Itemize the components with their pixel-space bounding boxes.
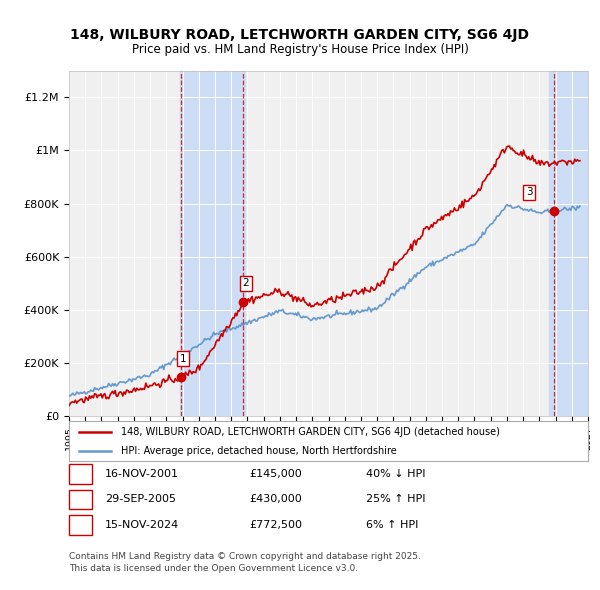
Text: £430,000: £430,000 <box>249 494 302 504</box>
Text: 2: 2 <box>77 494 84 504</box>
Text: 148, WILBURY ROAD, LETCHWORTH GARDEN CITY, SG6 4JD: 148, WILBURY ROAD, LETCHWORTH GARDEN CIT… <box>71 28 530 42</box>
Bar <box>180 71 245 416</box>
Text: 1: 1 <box>180 354 187 364</box>
Text: 148, WILBURY ROAD, LETCHWORTH GARDEN CITY, SG6 4JD (detached house): 148, WILBURY ROAD, LETCHWORTH GARDEN CIT… <box>121 428 500 438</box>
Text: 16-NOV-2001: 16-NOV-2001 <box>105 469 179 478</box>
Text: 3: 3 <box>526 187 533 197</box>
Bar <box>549 71 588 416</box>
Text: 29-SEP-2005: 29-SEP-2005 <box>105 494 176 504</box>
Text: 2: 2 <box>242 278 249 288</box>
Text: £772,500: £772,500 <box>249 520 302 529</box>
Text: Contains HM Land Registry data © Crown copyright and database right 2025.
This d: Contains HM Land Registry data © Crown c… <box>69 552 421 573</box>
Text: 40% ↓ HPI: 40% ↓ HPI <box>366 469 425 478</box>
Text: 15-NOV-2024: 15-NOV-2024 <box>105 520 179 529</box>
Text: £145,000: £145,000 <box>249 469 302 478</box>
Text: Price paid vs. HM Land Registry's House Price Index (HPI): Price paid vs. HM Land Registry's House … <box>131 43 469 56</box>
Text: 6% ↑ HPI: 6% ↑ HPI <box>366 520 418 529</box>
Text: 1: 1 <box>77 469 84 478</box>
Text: 25% ↑ HPI: 25% ↑ HPI <box>366 494 425 504</box>
Text: HPI: Average price, detached house, North Hertfordshire: HPI: Average price, detached house, Nort… <box>121 447 397 456</box>
Text: 3: 3 <box>77 520 84 529</box>
